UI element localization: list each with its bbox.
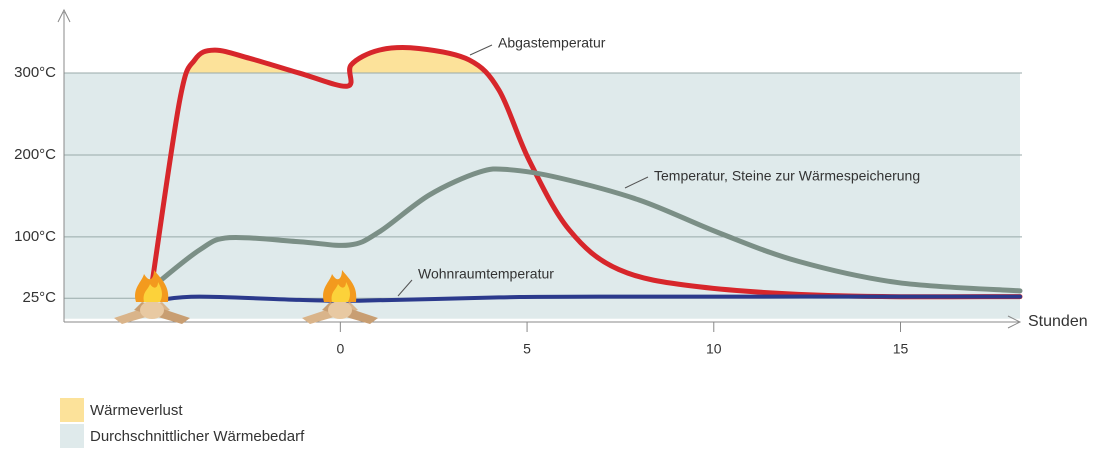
x-tick-label: 0 — [336, 341, 344, 357]
y-tick-label: 100°C — [14, 228, 56, 245]
band-layer — [64, 73, 1020, 319]
series-label: Abgastemperatur — [498, 35, 606, 51]
loss-layer — [186, 47, 487, 74]
x-tick-label: 10 — [706, 341, 722, 357]
fire-icon — [114, 270, 190, 324]
x-tick-label: 15 — [893, 341, 909, 357]
y-tick-label: 200°C — [14, 146, 56, 163]
heat-loss-area — [186, 47, 487, 74]
leader-line — [624, 176, 649, 189]
y-tick-label: 25°C — [22, 289, 56, 306]
series-label: Temperatur, Steine zur Wärmespeicherung — [654, 168, 920, 184]
legend-swatch — [60, 398, 84, 422]
line-layer: Abgastemperatur Temperatur, Steine zur Wä… — [149, 35, 1023, 303]
leader-line — [469, 44, 493, 56]
fire-icon — [302, 270, 378, 324]
y-tick-label: 300°C — [14, 64, 56, 81]
legend-label: Wärmeverlust — [90, 402, 183, 419]
x-axis-arrow — [1007, 315, 1022, 329]
series-line — [152, 166, 1023, 294]
demand-band — [64, 73, 1020, 319]
leader-line — [397, 279, 413, 297]
x-axis-label: Stunden — [1028, 313, 1088, 330]
legend-swatch — [60, 424, 84, 448]
series-label: Wohnraumtemperatur — [418, 266, 554, 282]
x-tick-label: 5 — [523, 341, 531, 357]
legend-label: Durchschnittlicher Wärmebedarf — [90, 428, 305, 445]
legend: Wärmeverlust Durchschnittlicher Wärmebeda… — [60, 398, 305, 448]
series-line — [149, 45, 1023, 300]
series-line — [157, 294, 1022, 303]
y-axis-arrow — [57, 8, 71, 23]
